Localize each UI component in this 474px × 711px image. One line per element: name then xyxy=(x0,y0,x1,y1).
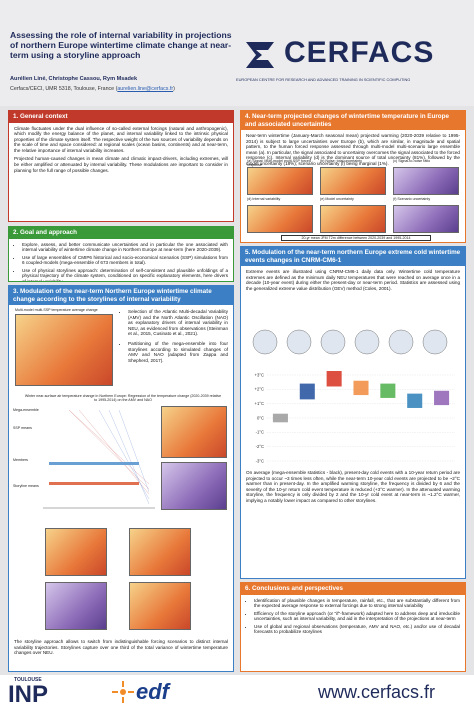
section-heading: 2. Goal and approach xyxy=(9,227,233,239)
row-label: Mega-ensemble xyxy=(13,408,39,412)
section-body: Near-term wintertime (January-March seas… xyxy=(241,130,465,173)
paragraph: Extreme events are illustrated using CNR… xyxy=(246,269,460,291)
logo-tagline: EUROPEAN CENTRE FOR RESEARCH AND ADVANCE… xyxy=(236,77,411,82)
panel-label: (f) Scenario uncertainty xyxy=(393,197,431,201)
box xyxy=(380,383,396,398)
section-body: Extreme events are illustrated using CNR… xyxy=(241,266,465,297)
edf-mark xyxy=(112,681,134,703)
map xyxy=(129,582,191,630)
affiliation-text: Cerfacs/CECI, UMR 5318, Toulouse, France… xyxy=(10,86,118,92)
section-6: 6. Conclusions and perspectives Identifi… xyxy=(240,582,466,672)
caption: 20-yr mean JFM T2m difference between 20… xyxy=(281,235,431,241)
box xyxy=(353,380,369,396)
row-label: SSP means xyxy=(13,426,32,430)
logo-text: CERFACS xyxy=(284,36,435,69)
map xyxy=(45,582,107,630)
cold-extremes-chart: +3°C +2°C +1°C 0°C -1°C -2°C -3°C xyxy=(255,371,455,463)
row-label: Storyline means xyxy=(13,484,39,488)
affiliation-end: ) xyxy=(173,86,175,92)
section-2: 2. Goal and approach Explore, assess, an… xyxy=(8,226,234,282)
paragraph: The storyline approach allows to switch … xyxy=(14,639,228,656)
map xyxy=(15,314,113,386)
map xyxy=(393,167,459,195)
map xyxy=(320,205,386,233)
box xyxy=(299,383,315,400)
map xyxy=(161,462,227,510)
logo-mark xyxy=(246,42,274,68)
panel-label: (a) Signal: Multi-model multi-SSP forced… xyxy=(247,159,311,167)
panel-label: (d) Internal variability xyxy=(247,197,281,201)
figure-title: Multi-model multi-SSP temperature averag… xyxy=(15,308,98,312)
panel-label: (e) Model uncertainty xyxy=(320,197,354,201)
y-tick-label: +1°C xyxy=(255,401,264,406)
map xyxy=(393,205,459,233)
inp-logo: INP xyxy=(8,681,49,708)
storyline-diagram xyxy=(43,409,155,509)
bullet: Efficiency of the storyline approach (or… xyxy=(254,611,460,622)
paragraph: On average (mega-ensemble statistics - b… xyxy=(246,470,460,503)
icons-row xyxy=(252,329,448,355)
footer: TOULOUSE INP edf www.cerfacs.fr xyxy=(0,675,474,711)
section-body: Selection of the Atlantic Multi-decadal … xyxy=(115,306,233,368)
box xyxy=(434,390,450,406)
panel-label: (c) Signal-to-noise ratio xyxy=(393,159,431,163)
edf-logo: edf xyxy=(136,679,169,704)
section-3: 3. Modulation of the near-term Northern … xyxy=(8,285,234,672)
paragraph: Projected human-caused changes in mean c… xyxy=(14,156,228,173)
section-heading: 4. Near-term projected changes of winter… xyxy=(241,111,465,130)
section-5: 5. Modulation of the near-term northern … xyxy=(240,246,466,579)
section-body: Climate fluctuates under the dual influe… xyxy=(9,123,233,180)
section-heading: 6. Conclusions and perspectives xyxy=(241,583,465,595)
y-tick-label: 0°C xyxy=(257,415,264,420)
section-heading: 1. General context xyxy=(9,111,233,123)
map xyxy=(247,167,313,195)
paragraph: Climate fluctuates under the dual influe… xyxy=(14,125,228,153)
y-tick-label: -3°C xyxy=(256,458,264,463)
affiliation: Cerfacs/CECI, UMR 5318, Toulouse, France… xyxy=(10,86,175,92)
section-body: Explore, assess, and better communicate … xyxy=(9,239,233,282)
bullet: Use of global and regional observations … xyxy=(254,624,460,635)
paragraph: Near-term wintertime (January-March seas… xyxy=(246,133,460,166)
bullet: Identification of plausible changes in t… xyxy=(254,598,460,609)
map xyxy=(45,528,107,576)
map xyxy=(161,406,227,458)
y-tick-label: +3°C xyxy=(255,372,264,377)
row-label: Members xyxy=(13,458,28,462)
inp-top: TOULOUSE xyxy=(14,677,42,683)
section-body: The storyline approach allows to switch … xyxy=(9,636,233,662)
map xyxy=(320,167,386,195)
section-heading: 5. Modulation of the near-term northern … xyxy=(241,247,465,266)
bullet: Selection of the Atlantic Multi-decadal … xyxy=(128,309,228,337)
box xyxy=(272,413,288,423)
y-tick-label: -2°C xyxy=(256,444,264,449)
y-tick-label: -1°C xyxy=(256,430,264,435)
bullet: Use of physical storylines approach: det… xyxy=(22,268,228,281)
url[interactable]: www.cerfacs.fr xyxy=(318,682,436,702)
header: Assessing the role of internal variabili… xyxy=(0,0,474,106)
authors: Aurélien Liné, Christophe Cassou, Rym Ms… xyxy=(10,76,138,82)
bullet: Use of large ensembles of CMIP6 historic… xyxy=(22,255,228,266)
y-tick-label: +2°C xyxy=(255,387,264,392)
bullet: Partitioning of the mega-ensemble into f… xyxy=(128,341,228,363)
map xyxy=(247,205,313,233)
map xyxy=(129,528,191,576)
panel-label: (b) Noise: total uncertainty xyxy=(320,159,362,163)
section-1: 1. General context Climate fluctuates un… xyxy=(8,110,234,222)
box xyxy=(407,393,423,408)
title: Assessing the role of internal variabili… xyxy=(10,30,232,60)
bullet: Explore, assess, and better communicate … xyxy=(22,242,228,253)
email[interactable]: aurelien.line@cerfacs.fr xyxy=(117,86,174,92)
box xyxy=(326,371,342,387)
figure-title: Winter near-surface air temperature chan… xyxy=(24,394,222,402)
section-4: 4. Near-term projected changes of winter… xyxy=(240,110,466,243)
section-heading: 3. Modulation of the near-term Northern … xyxy=(9,286,233,305)
section-body: Identification of plausible changes in t… xyxy=(241,595,465,641)
section-body: On average (mega-ensemble statistics - b… xyxy=(241,467,465,510)
